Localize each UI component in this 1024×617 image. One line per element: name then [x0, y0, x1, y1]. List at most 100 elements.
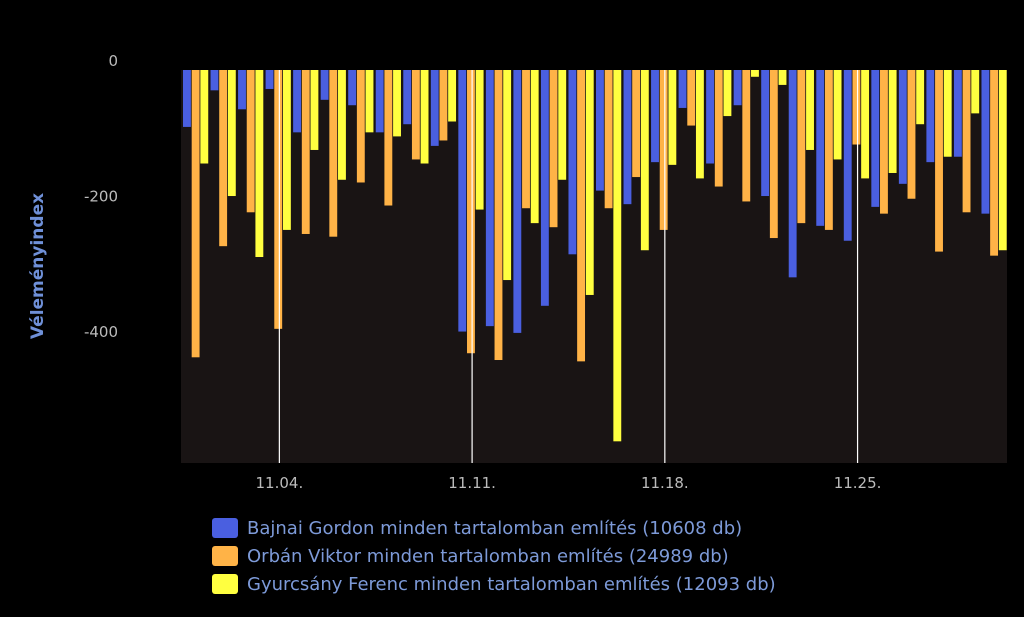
- bar-orban-6[interactable]: [356, 70, 365, 183]
- y-tick-label-2: -400: [84, 323, 118, 341]
- bar-bajnai-28[interactable]: [953, 70, 962, 157]
- bar-bajnai-25[interactable]: [871, 70, 880, 207]
- bar-gyurcsany-8[interactable]: [420, 70, 429, 164]
- bar-bajnai-3[interactable]: [265, 70, 274, 89]
- bar-bajnai-5[interactable]: [320, 70, 329, 100]
- bar-gyurcsany-10[interactable]: [475, 70, 484, 210]
- bar-bajnai-18[interactable]: [678, 70, 687, 108]
- bar-orban-12[interactable]: [522, 70, 530, 209]
- bar-gyurcsany-4[interactable]: [310, 70, 319, 150]
- bar-bajnai-20[interactable]: [733, 70, 742, 106]
- bar-bajnai-24[interactable]: [843, 70, 852, 241]
- bar-orban-23[interactable]: [824, 70, 833, 230]
- bar-bajnai-21[interactable]: [761, 70, 770, 197]
- bar-orban-11[interactable]: [494, 70, 503, 361]
- bar-gyurcsany-3[interactable]: [282, 70, 291, 230]
- bar-orban-14[interactable]: [577, 70, 586, 362]
- bar-orban-17[interactable]: [659, 70, 668, 230]
- bar-orban-7[interactable]: [384, 70, 393, 206]
- bar-bajnai-12[interactable]: [513, 70, 522, 333]
- bar-orban-16[interactable]: [632, 70, 641, 178]
- legend-label-orban: Orbán Viktor minden tartalomban említés …: [247, 545, 729, 567]
- legend-label-gyurcsany: Gyurcsány Ferenc minden tartalomban emlí…: [247, 573, 776, 595]
- bar-bajnai-10[interactable]: [458, 70, 467, 332]
- bar-orban-13[interactable]: [549, 70, 558, 228]
- bar-gyurcsany-2[interactable]: [255, 70, 264, 258]
- bar-gyurcsany-15[interactable]: [613, 70, 622, 442]
- bar-gyurcsany-7[interactable]: [393, 70, 401, 137]
- bar-orban-4[interactable]: [301, 70, 310, 234]
- bar-orban-27[interactable]: [935, 70, 943, 252]
- bar-bajnai-26[interactable]: [898, 70, 907, 184]
- bar-gyurcsany-13[interactable]: [558, 70, 567, 180]
- bar-bajnai-29[interactable]: [981, 70, 990, 214]
- bar-gyurcsany-6[interactable]: [365, 70, 374, 133]
- x-tick-label-3: 11.25.: [834, 474, 882, 492]
- bar-bajnai-16[interactable]: [623, 70, 632, 205]
- bar-gyurcsany-14[interactable]: [585, 70, 594, 295]
- bar-bajnai-7[interactable]: [375, 70, 384, 133]
- bar-bajnai-11[interactable]: [485, 70, 494, 327]
- bar-orban-5[interactable]: [329, 70, 338, 237]
- bar-bajnai-27[interactable]: [926, 70, 935, 163]
- bar-orban-8[interactable]: [411, 70, 420, 160]
- bar-orban-2[interactable]: [246, 70, 255, 213]
- bar-orban-25[interactable]: [880, 70, 888, 214]
- bar-orban-18[interactable]: [687, 70, 696, 126]
- bar-bajnai-2[interactable]: [238, 70, 246, 110]
- bar-gyurcsany-28[interactable]: [971, 70, 980, 114]
- bar-orban-3[interactable]: [274, 70, 283, 329]
- bar-bajnai-6[interactable]: [348, 70, 357, 106]
- bar-gyurcsany-24[interactable]: [861, 70, 870, 179]
- bar-orban-9[interactable]: [439, 70, 448, 141]
- bar-bajnai-9[interactable]: [430, 70, 439, 146]
- bar-orban-26[interactable]: [907, 70, 916, 199]
- bar-bajnai-4[interactable]: [293, 70, 302, 133]
- bar-gyurcsany-23[interactable]: [833, 70, 842, 160]
- bar-bajnai-13[interactable]: [540, 70, 549, 306]
- bar-bajnai-19[interactable]: [706, 70, 715, 164]
- plot-area: [181, 70, 1007, 463]
- bar-bajnai-23[interactable]: [816, 70, 825, 226]
- bar-gyurcsany-26[interactable]: [916, 70, 925, 125]
- bar-orban-28[interactable]: [962, 70, 971, 213]
- bar-gyurcsany-27[interactable]: [943, 70, 952, 157]
- bar-bajnai-0[interactable]: [183, 70, 191, 127]
- bar-gyurcsany-25[interactable]: [888, 70, 897, 173]
- bar-gyurcsany-0[interactable]: [200, 70, 209, 164]
- bar-orban-24[interactable]: [852, 70, 861, 145]
- bar-gyurcsany-21[interactable]: [778, 70, 787, 85]
- legend-item-bajnai[interactable]: Bajnai Gordon minden tartalomban említés…: [212, 514, 776, 542]
- bar-orban-21[interactable]: [769, 70, 778, 239]
- y-tick-label-0: 0: [108, 52, 118, 70]
- bar-orban-10[interactable]: [467, 70, 475, 354]
- bar-orban-0[interactable]: [191, 70, 200, 358]
- bar-gyurcsany-18[interactable]: [695, 70, 704, 179]
- bar-bajnai-17[interactable]: [651, 70, 659, 163]
- bar-gyurcsany-11[interactable]: [503, 70, 512, 281]
- bar-bajnai-8[interactable]: [403, 70, 412, 125]
- bar-bajnai-15[interactable]: [596, 70, 604, 191]
- legend-item-gyurcsany[interactable]: Gyurcsány Ferenc minden tartalomban emlí…: [212, 570, 776, 598]
- bar-orban-22[interactable]: [797, 70, 806, 224]
- bar-gyurcsany-19[interactable]: [723, 70, 732, 117]
- bar-gyurcsany-1[interactable]: [227, 70, 236, 197]
- bar-gyurcsany-5[interactable]: [338, 70, 346, 180]
- bar-gyurcsany-9[interactable]: [448, 70, 457, 122]
- bar-orban-29[interactable]: [990, 70, 999, 256]
- bar-orban-15[interactable]: [604, 70, 613, 209]
- x-ticks-group: 11.04. 11.11. 11.18. 11.25.: [256, 70, 882, 492]
- bar-gyurcsany-22[interactable]: [806, 70, 814, 150]
- bar-bajnai-14[interactable]: [568, 70, 577, 255]
- bar-gyurcsany-17[interactable]: [668, 70, 677, 165]
- bar-bajnai-1[interactable]: [210, 70, 219, 91]
- bar-gyurcsany-29[interactable]: [998, 70, 1007, 251]
- bar-bajnai-22[interactable]: [788, 70, 797, 278]
- bar-gyurcsany-12[interactable]: [530, 70, 539, 224]
- bar-gyurcsany-16[interactable]: [640, 70, 649, 251]
- bar-gyurcsany-20[interactable]: [751, 70, 759, 77]
- bar-orban-19[interactable]: [714, 70, 723, 187]
- legend-item-orban[interactable]: Orbán Viktor minden tartalomban említés …: [212, 542, 776, 570]
- bar-orban-20[interactable]: [742, 70, 751, 202]
- bar-orban-1[interactable]: [219, 70, 228, 247]
